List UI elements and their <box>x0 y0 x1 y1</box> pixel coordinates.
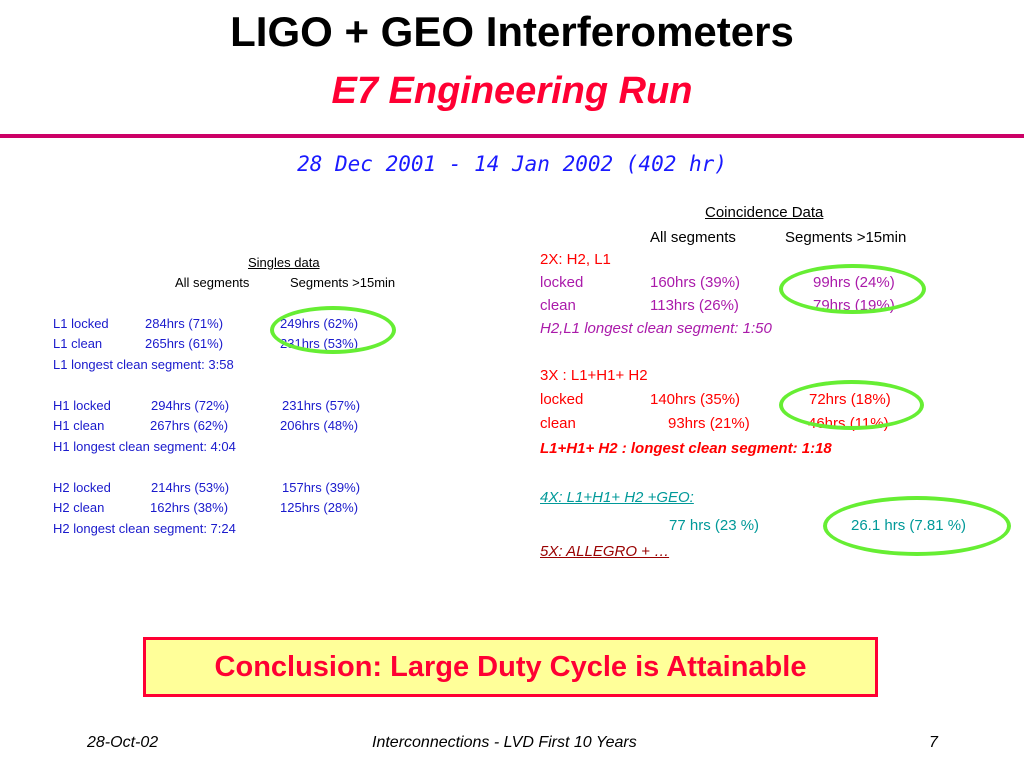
coincidence-heading: Coincidence Data <box>705 204 824 221</box>
title-divider <box>0 134 1024 138</box>
x2-clean-all: 113hrs (26%) <box>650 297 739 314</box>
x2-locked-all: 160hrs (39%) <box>650 274 741 291</box>
singles-row-seg: 125hrs (28%) <box>280 500 359 515</box>
footer-center: Interconnections - LVD First 10 Years <box>372 734 637 751</box>
singles-row-label: H2 locked <box>53 480 111 495</box>
highlight-ellipse <box>823 496 1011 556</box>
singles-row-label: L1 clean <box>53 336 103 351</box>
x3-clean-label: clean <box>540 415 576 432</box>
footer-page-number: 7 <box>929 734 938 751</box>
x3-title: 3X : L1+H1+ H2 <box>540 367 648 384</box>
singles-row-all: 214hrs (53%) <box>151 480 230 495</box>
footer-date: 28-Oct-02 <box>87 734 159 751</box>
x2-title: 2X: H2, L1 <box>540 251 611 268</box>
conclusion-text: Conclusion: Large Duty Cycle is Attainab… <box>214 650 807 683</box>
highlight-ellipse <box>270 306 396 354</box>
x5-title: 5X: ALLEGRO + … <box>540 543 670 560</box>
singles-row-all: 284hrs (71%) <box>145 316 224 331</box>
x2-clean-label: clean <box>540 297 576 314</box>
singles-row-label: H2 clean <box>53 500 105 515</box>
singles-row-all: 265hrs (61%) <box>145 336 224 351</box>
singles-heading: Singles data <box>248 255 320 270</box>
x4-title: 4X: L1+H1+ H2 +GEO: <box>540 489 694 506</box>
singles-row-label: H1 clean <box>53 418 105 433</box>
coincidence-col-15min: Segments >15min <box>785 229 907 246</box>
x4-all: 77 hrs (23 %) <box>669 517 760 534</box>
highlight-ellipse <box>779 264 926 314</box>
x2-note: H2,L1 longest clean segment: 1:50 <box>540 320 772 337</box>
singles-col-15min: Segments >15min <box>290 275 396 290</box>
slide-subtitle: E7 Engineering Run <box>331 70 693 112</box>
x3-locked-label: locked <box>540 391 584 408</box>
coincidence-col-all: All segments <box>650 229 736 246</box>
singles-note: H2 longest clean segment: 7:24 <box>53 521 236 536</box>
x2-locked-label: locked <box>540 274 584 291</box>
x3-clean-all: 93hrs (21%) <box>668 415 750 432</box>
singles-row-seg: 231hrs (57%) <box>282 398 361 413</box>
singles-row-all: 162hrs (38%) <box>150 500 229 515</box>
singles-col-all: All segments <box>175 275 250 290</box>
singles-row-label: H1 locked <box>53 398 111 413</box>
x3-note: L1+H1+ H2 : longest clean segment: 1:18 <box>540 440 832 457</box>
highlight-ellipse <box>779 380 924 430</box>
singles-row-all: 294hrs (72%) <box>151 398 230 413</box>
singles-row-label: L1 locked <box>53 316 109 331</box>
singles-note: H1 longest clean segment: 4:04 <box>53 439 236 454</box>
x3-locked-all: 140hrs (35%) <box>650 391 741 408</box>
date-range: 28 Dec 2001 - 14 Jan 2002 (402 hr) <box>297 152 727 176</box>
conclusion-box: Conclusion: Large Duty Cycle is Attainab… <box>143 637 878 697</box>
singles-note: L1 longest clean segment: 3:58 <box>53 357 234 372</box>
singles-row-all: 267hrs (62%) <box>150 418 229 433</box>
slide-title: LIGO + GEO Interferometers <box>230 8 794 55</box>
singles-row-seg: 206hrs (48%) <box>280 418 359 433</box>
singles-row-seg: 157hrs (39%) <box>282 480 361 495</box>
